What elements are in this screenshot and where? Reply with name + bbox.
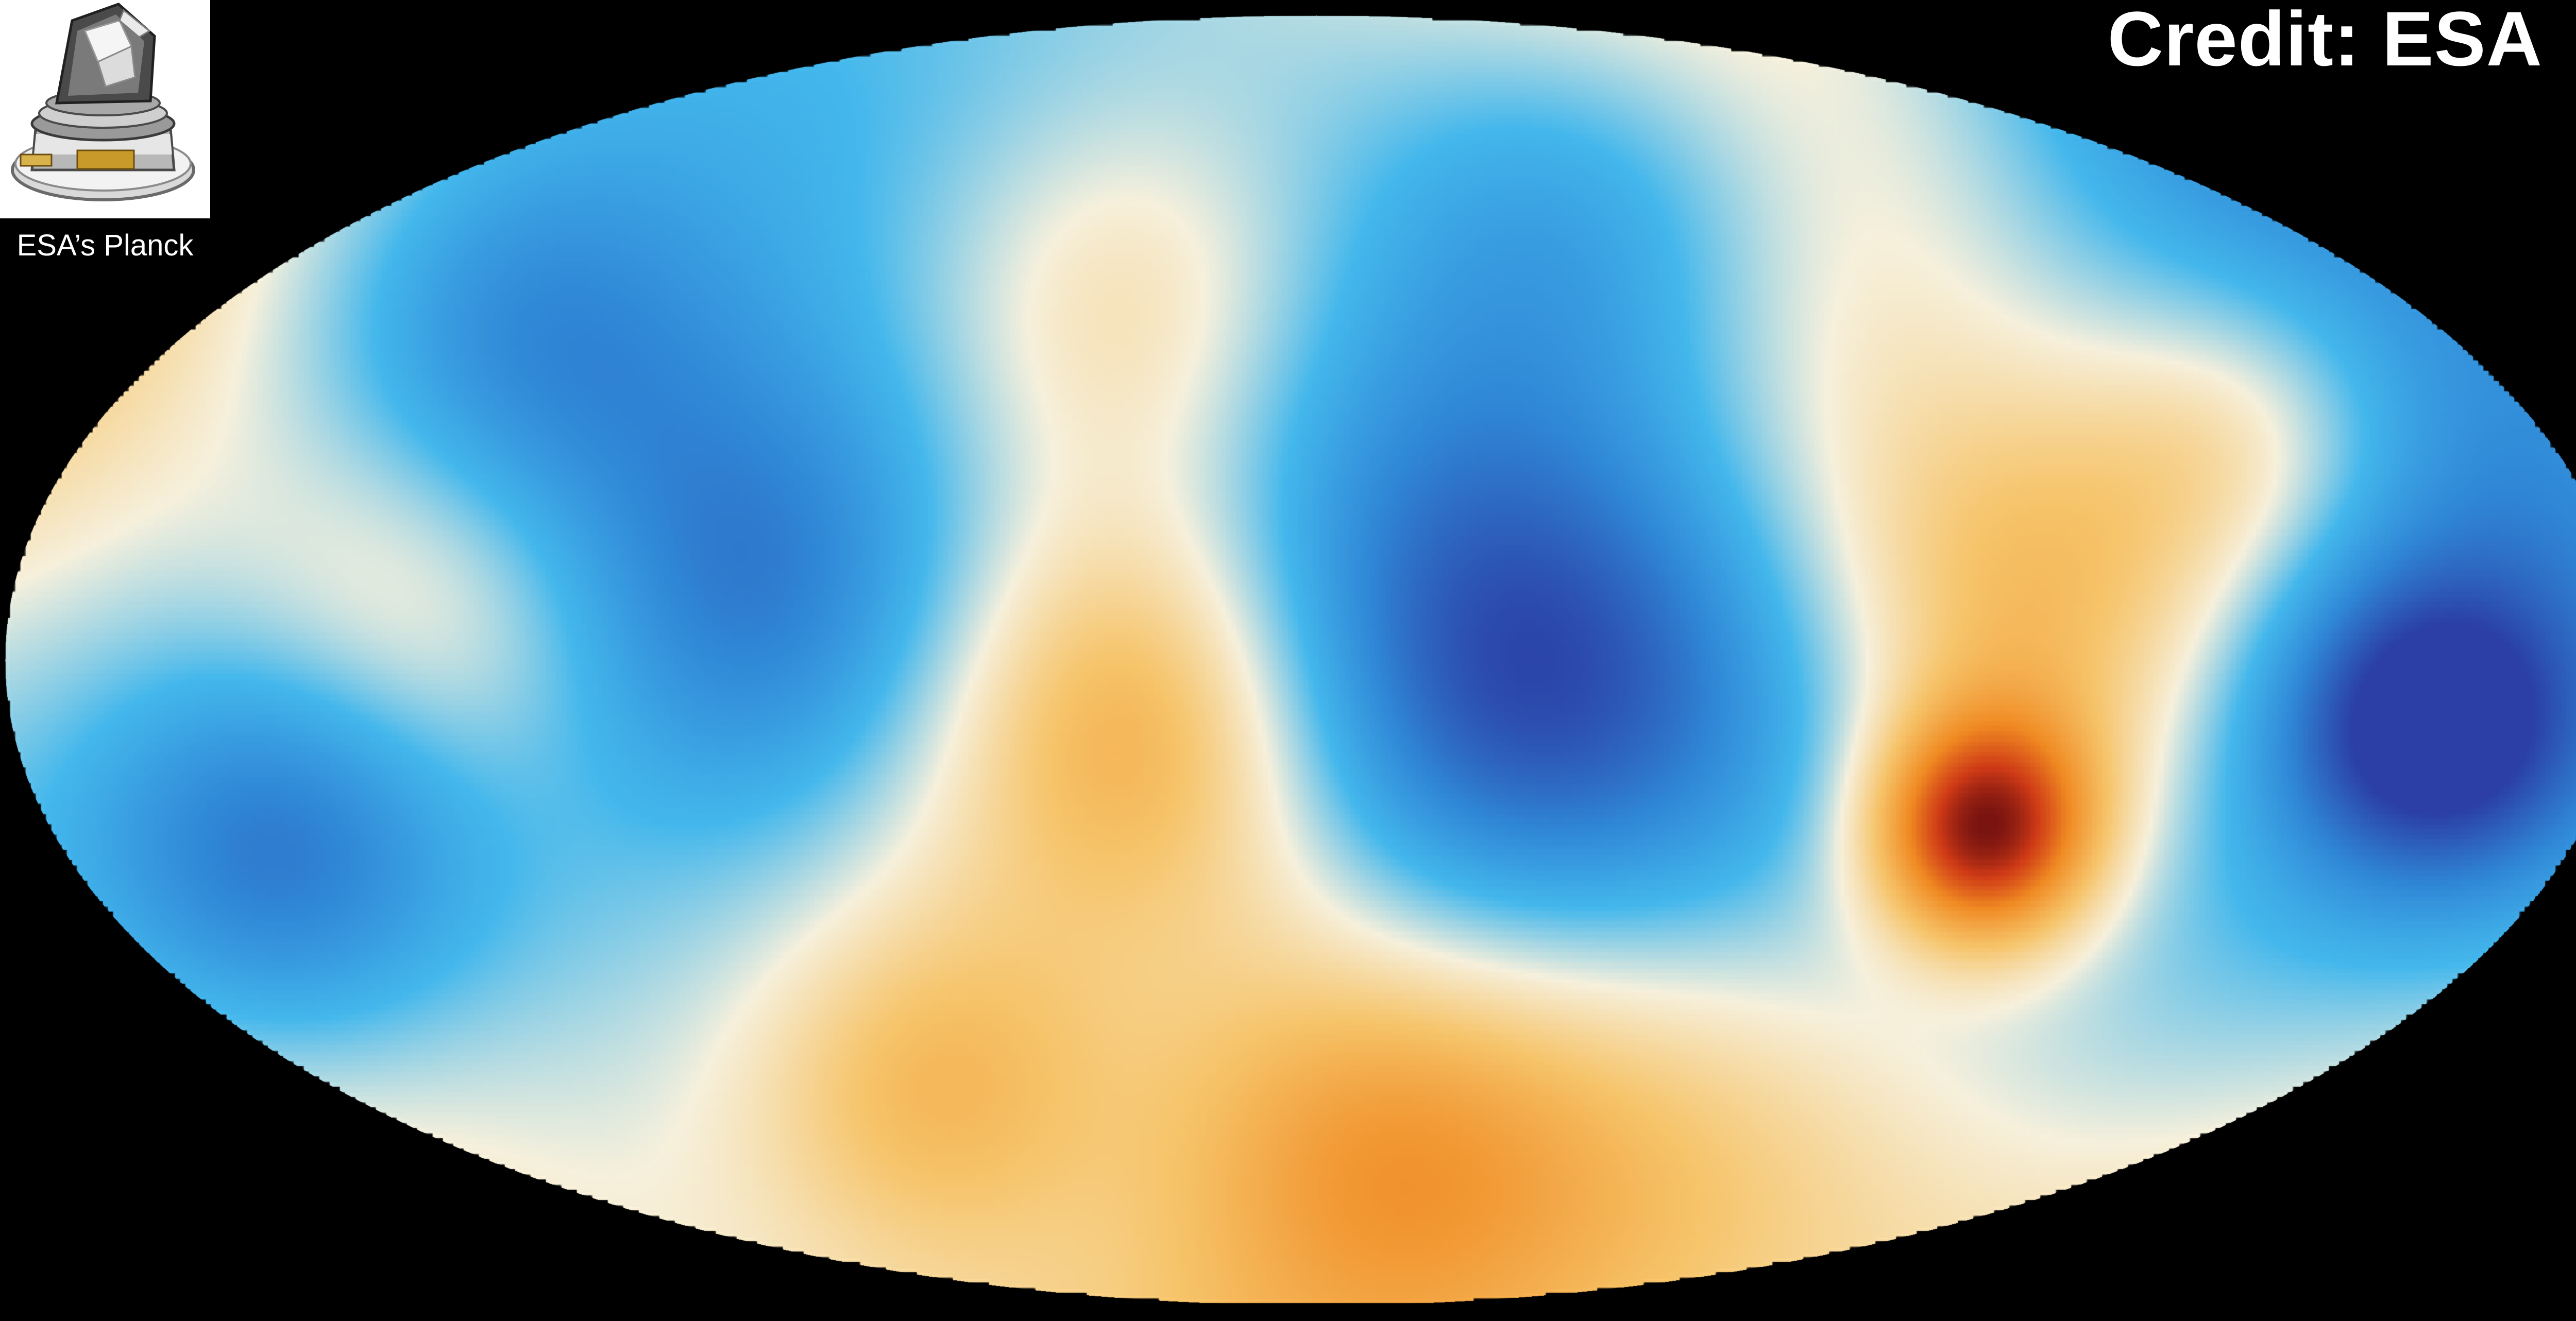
thumbnail-caption: ESA’s Planck (16, 229, 194, 262)
planck-satellite-icon (0, 0, 210, 218)
credit-label: Credit: ESA (2107, 0, 2543, 82)
planck-satellite-thumbnail (0, 0, 210, 218)
